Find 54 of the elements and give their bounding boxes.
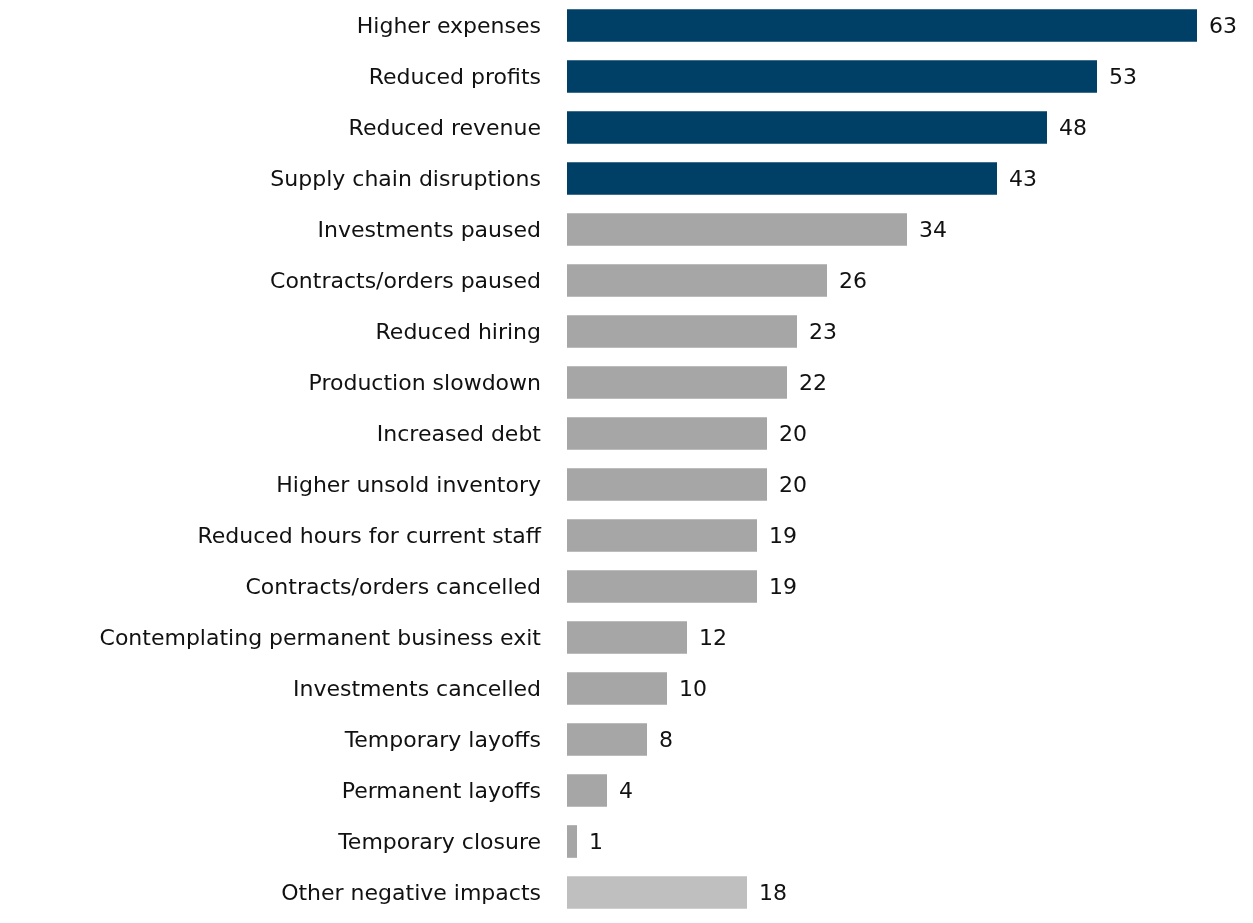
bar	[567, 315, 797, 348]
data-label: 34	[919, 217, 947, 242]
y-tick-label: Temporary closure	[337, 829, 541, 854]
data-label: 43	[1009, 166, 1037, 191]
bar	[567, 366, 787, 399]
data-label: 20	[779, 421, 807, 446]
bar	[567, 519, 757, 552]
y-tick-label: Reduced profits	[368, 64, 541, 89]
bar	[567, 417, 767, 450]
y-tick-label: Supply chain disruptions	[270, 166, 541, 191]
data-label: 48	[1059, 115, 1087, 140]
y-tick-label: Permanent layoffs	[341, 778, 541, 803]
data-label: 4	[619, 778, 633, 803]
data-label: 19	[769, 523, 797, 548]
data-label: 19	[769, 574, 797, 599]
data-label: 23	[809, 319, 837, 344]
bar	[567, 723, 647, 756]
y-tick-label: Reduced hours for current staff	[197, 523, 542, 548]
y-tick-label: Investments cancelled	[293, 676, 541, 701]
bar	[567, 876, 747, 909]
data-label: 18	[759, 880, 787, 905]
bar	[567, 111, 1047, 144]
y-tick-label: Reduced hiring	[375, 319, 541, 344]
y-tick-label: Production slowdown	[308, 370, 541, 395]
y-tick-label: Investments paused	[317, 217, 541, 242]
bar	[567, 468, 767, 501]
data-label: 22	[799, 370, 827, 395]
bar	[567, 570, 757, 603]
bar	[567, 264, 827, 297]
data-label: 20	[779, 472, 807, 497]
data-label: 1	[589, 829, 603, 854]
data-label: 53	[1109, 64, 1137, 89]
y-tick-label: Contracts/orders cancelled	[245, 574, 541, 599]
y-tick-label: Reduced revenue	[348, 115, 541, 140]
y-tick-label: Other negative impacts	[281, 880, 541, 905]
bar	[567, 213, 907, 246]
y-tick-label: Increased debt	[376, 421, 542, 446]
data-label: 10	[679, 676, 707, 701]
y-tick-label: Temporary layoffs	[343, 727, 541, 752]
y-tick-label: Contemplating permanent business exit	[99, 625, 542, 650]
y-tick-label: Contracts/orders paused	[270, 268, 541, 293]
y-tick-label: Higher unsold inventory	[276, 472, 541, 497]
bar	[567, 621, 687, 654]
bar	[567, 825, 577, 858]
bar	[567, 774, 607, 807]
bar	[567, 60, 1097, 93]
data-label: 26	[839, 268, 867, 293]
bar	[567, 162, 997, 195]
bar	[567, 9, 1197, 42]
data-label: 12	[699, 625, 727, 650]
bar	[567, 672, 667, 705]
data-label: 8	[659, 727, 673, 752]
data-label: 63	[1209, 13, 1237, 38]
y-tick-label: Higher expenses	[356, 13, 541, 38]
